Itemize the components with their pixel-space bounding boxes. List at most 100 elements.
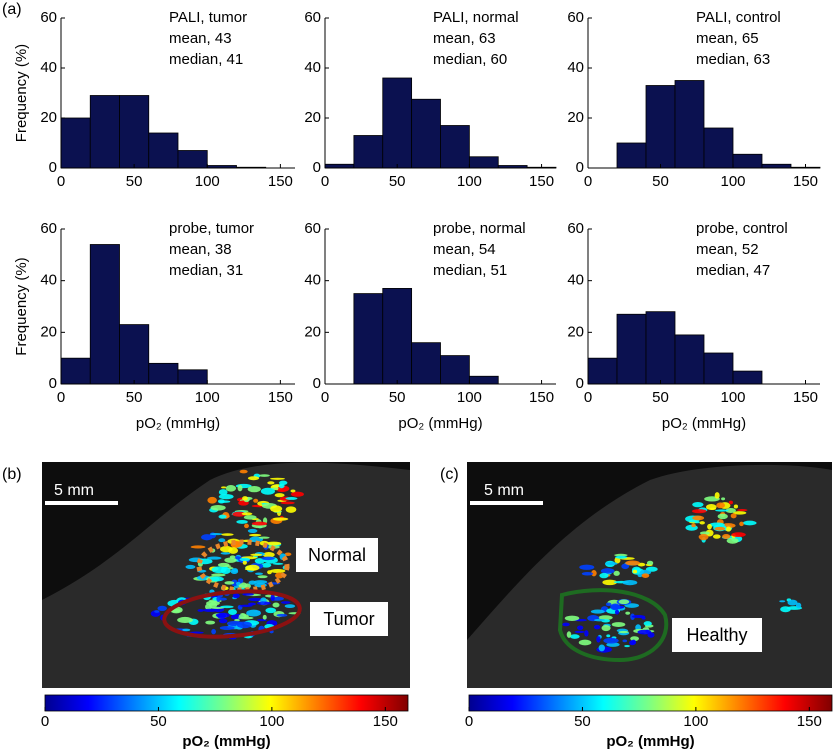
pO2-speckle — [622, 639, 628, 643]
pO2-speckle — [739, 521, 744, 527]
pO2-speckle — [564, 615, 580, 621]
bar — [89, 244, 120, 385]
annotation: mean, 52 — [696, 241, 759, 258]
pO2-speckle — [251, 521, 268, 526]
colorbar — [468, 694, 833, 712]
pO2-speckle — [630, 636, 639, 642]
colorbar-tick-label: 50 — [574, 713, 591, 730]
y-tick-label: 40 — [304, 272, 321, 289]
pO2-speckle — [197, 609, 204, 612]
pO2-speckle — [185, 564, 196, 569]
pO2-speckle — [714, 492, 720, 499]
pO2-speckle — [262, 552, 275, 558]
pO2-speckle — [230, 568, 239, 575]
pO2-speckle — [237, 616, 254, 620]
x-tick-label: 100 — [195, 389, 220, 406]
pO2-speckle — [247, 528, 258, 534]
y-tick-label: 60 — [40, 9, 57, 26]
pO2-speckle — [641, 573, 650, 578]
pO2-speckle — [694, 520, 700, 524]
bar — [468, 375, 499, 385]
pO2-speckle — [272, 602, 280, 608]
pO2-speckle — [232, 593, 240, 599]
bar — [616, 142, 647, 169]
colorbar-tick-label: 0 — [41, 713, 49, 730]
pO2-speckle — [624, 644, 630, 648]
x-tick-label: 100 — [457, 389, 482, 406]
pO2-speckle — [209, 533, 223, 536]
region-label: Normal — [308, 545, 366, 565]
pO2-speckle — [613, 570, 620, 576]
pO2-speckle — [795, 602, 802, 609]
x-tick-label: 50 — [652, 389, 669, 406]
y-tick-label: 0 — [313, 375, 321, 392]
pO2-speckle — [254, 558, 265, 564]
pO2-speckle — [622, 579, 638, 586]
pO2-speckle — [274, 493, 285, 498]
pO2-speckle — [721, 497, 726, 501]
pO2-speckle — [218, 489, 228, 496]
colorbar-tick-label: 100 — [683, 713, 708, 730]
pO2-speckle — [266, 541, 282, 546]
x-axis-label: pO₂ (mmHg) — [136, 415, 220, 432]
bar — [732, 153, 763, 169]
bar — [148, 362, 179, 385]
y-tick-label: 20 — [567, 109, 584, 126]
pO2-speckle — [253, 580, 268, 584]
pO2-speckle — [610, 603, 621, 611]
pO2-speckle — [590, 609, 605, 614]
x-axis-label: pO₂ (mmHg) — [662, 415, 746, 432]
pO2-speckle — [242, 560, 247, 565]
x-tick-label: 150 — [793, 173, 818, 190]
pO2-speckle — [621, 563, 630, 570]
y-axis-label: Frequency (%) — [13, 44, 30, 142]
bar — [440, 125, 470, 169]
x-tick-label: 0 — [321, 389, 329, 406]
pO2-speckle — [611, 622, 626, 627]
x-axis-label: pO₂ (mmHg) — [398, 415, 482, 432]
pO2-speckle — [606, 634, 611, 638]
pO2-speckle — [238, 582, 248, 589]
pO2-speckle — [236, 582, 241, 586]
pO2-speckle — [733, 511, 747, 515]
pO2-speckle — [596, 636, 601, 643]
pO2-speckle — [248, 597, 263, 602]
pO2-speckle — [725, 507, 736, 513]
colorbar-tick-label: 150 — [373, 713, 398, 730]
pO2-speckle — [236, 519, 248, 524]
pO2-speckle — [639, 569, 652, 575]
region-label: Healthy — [686, 625, 747, 645]
y-tick-label: 0 — [49, 159, 57, 176]
pO2-speckle — [692, 502, 704, 508]
x-tick-label: 50 — [389, 173, 406, 190]
pO2-speckle — [280, 601, 291, 604]
pO2-speckle — [207, 496, 217, 504]
pO2-speckle — [780, 606, 791, 613]
pO2-speckle — [270, 477, 285, 480]
pO2-speckle — [236, 621, 252, 629]
pO2-speckle — [210, 606, 225, 609]
y-tick-label: 40 — [40, 59, 57, 76]
pO2-speckle — [211, 628, 216, 635]
label-box — [672, 618, 762, 652]
x-tick-label: 0 — [57, 389, 65, 406]
pO2-speckle — [270, 505, 283, 513]
pO2-speckle — [260, 487, 275, 495]
pO2-speckle — [699, 521, 705, 525]
x-tick-label: 150 — [529, 389, 554, 406]
pO2-speckle — [731, 532, 746, 538]
pO2-speckle — [221, 533, 234, 536]
pO2-speckle — [290, 489, 296, 493]
pO2-speckle — [272, 562, 284, 565]
pO2-speckle — [206, 600, 220, 606]
pO2-speckle — [615, 555, 628, 559]
pO2-speckle — [220, 567, 231, 575]
pO2-speckle — [779, 600, 786, 603]
pO2-speckle — [247, 602, 257, 606]
annotation: PALI, tumor — [169, 9, 247, 26]
annotation: PALI, normal — [433, 9, 519, 26]
pO2-speckle — [217, 613, 227, 620]
annotation: mean, 43 — [169, 30, 232, 47]
pO2-speckle — [262, 614, 267, 620]
